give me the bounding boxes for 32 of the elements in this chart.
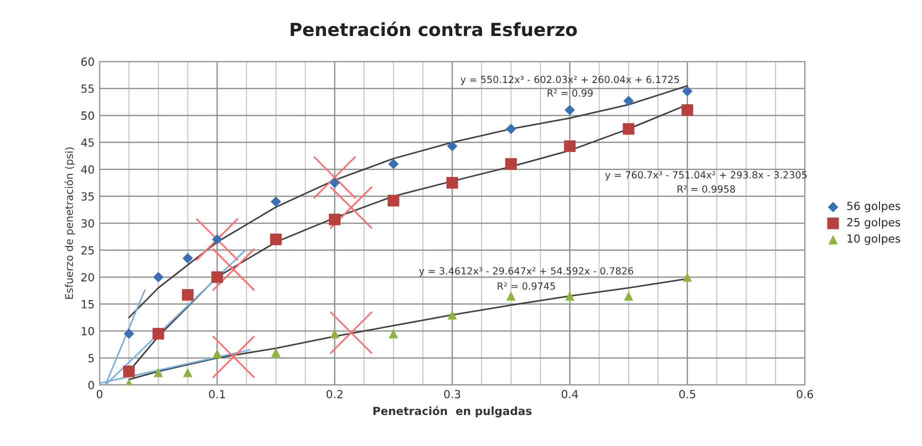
x-tick-label: 0.6 (796, 390, 814, 398)
y-tick-label: 40 (81, 165, 94, 174)
annotation: R² = 0.9958 (678, 185, 735, 193)
y-tick-label: 30 (81, 219, 94, 228)
y-tick-label: 0 (88, 380, 94, 390)
y-tick-label: 50 (81, 111, 94, 120)
y-tick-label: 10 (82, 326, 94, 336)
y-tick-label: 60 (81, 58, 94, 66)
annotation: y = 760.7x³ - 751.04x² + 293.8x - 3.2305 (605, 171, 807, 180)
x-tick-label: 0.5 (679, 390, 696, 398)
y-axis-title: Esfuerzo de penetración (psi) (64, 148, 76, 299)
x-tick-label: 0.3 (444, 390, 460, 398)
y-tick-label: 5 (88, 354, 94, 362)
y-tick-label: 20 (81, 273, 94, 282)
y-tick-label: 45 (81, 138, 94, 147)
x-tick-label: 0.1 (209, 390, 225, 398)
y-tick-label: 25 (81, 246, 94, 255)
x-tick-label: 0.2 (326, 390, 342, 398)
annotation: R² = 0.9745 (498, 282, 555, 290)
y-tick-label: 15 (82, 300, 94, 308)
annotation: y = 550.12x³ - 602.03x² + 260.04x + 6.1725 (460, 76, 679, 86)
x-tick-label: 0.4 (562, 390, 578, 398)
legend-label: 56 golpes (847, 202, 900, 212)
annotation: R² = 0.99 (548, 89, 593, 97)
legend-label: 10 golpes (848, 234, 900, 245)
x-axis-title: Penetración en pulgadas (373, 406, 532, 418)
annotation: y = 3.4612x³ - 29.647x² + 54.592x - 0.7826 (419, 267, 634, 276)
x-tick-label: 0 (96, 390, 102, 398)
y-tick-label: 55 (81, 84, 94, 93)
legend-label: 25 golpes (847, 218, 900, 229)
y-tick-label: 35 (81, 192, 94, 201)
chart-title: Penetración contra Esfuerzo (290, 22, 577, 36)
